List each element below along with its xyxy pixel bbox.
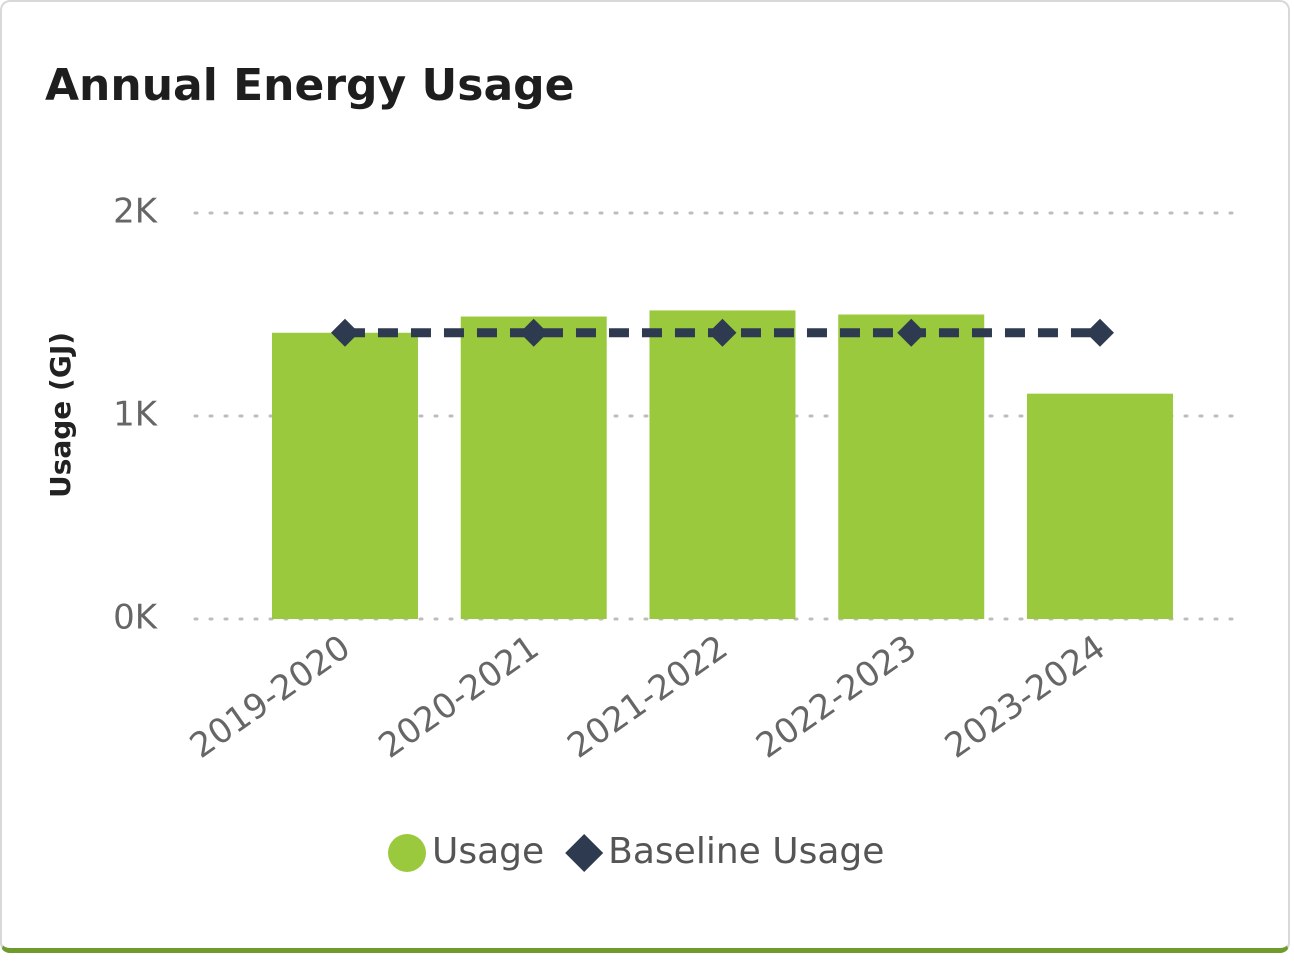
x-tick-label: 2019-2020 [183, 627, 358, 766]
legend-swatch [388, 834, 426, 872]
line-marker [708, 318, 737, 347]
y-tick-label: 0K [113, 598, 159, 638]
legend-swatch [565, 834, 604, 872]
line-marker [1085, 318, 1114, 347]
line-marker [330, 318, 359, 347]
bar [271, 332, 418, 619]
y-tick-label: 1K [113, 395, 159, 435]
bar [1026, 393, 1173, 619]
bar [460, 316, 607, 619]
x-tick-label: 2020-2021 [372, 627, 547, 766]
bar [838, 314, 985, 619]
x-tick-label: 2021-2022 [560, 627, 735, 766]
legend-label: Usage [432, 831, 544, 872]
line-marker [519, 318, 548, 347]
line-marker [897, 318, 926, 347]
chart-title: Annual Energy Usage [45, 60, 574, 111]
x-tick-label: 2023-2024 [938, 627, 1113, 766]
x-tick-label: 2022-2023 [749, 627, 924, 766]
bar [649, 310, 796, 619]
legend-label: Baseline Usage [608, 831, 884, 872]
y-axis-title: Usage (GJ) [44, 332, 77, 498]
y-tick-label: 2K [113, 192, 159, 232]
